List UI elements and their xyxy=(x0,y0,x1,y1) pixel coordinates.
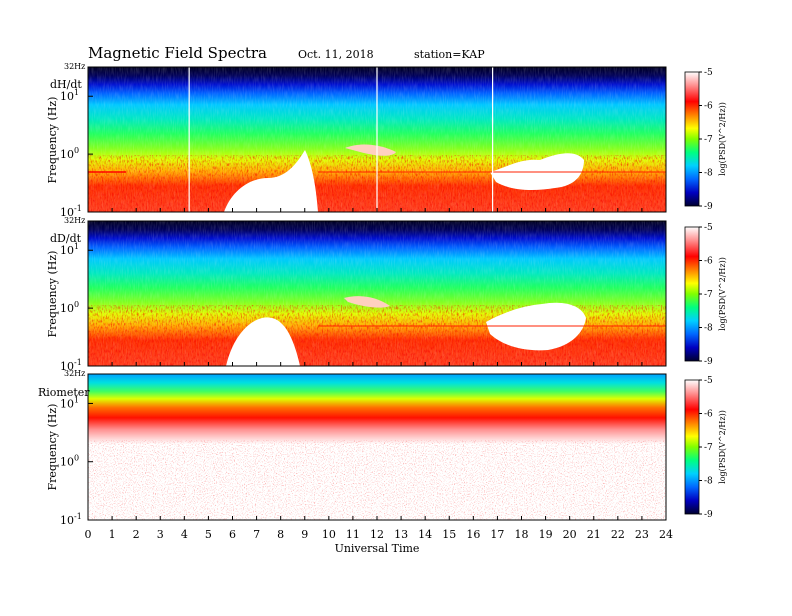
panel-label: dD/dt xyxy=(50,232,82,245)
x-tick-label: 7 xyxy=(253,528,260,541)
x-tick-label: 21 xyxy=(587,528,601,541)
colorbar: -5 -6 -7 -8 -9 log(PSD(V^2/Hz)) xyxy=(684,68,727,212)
y-tick-label: 101 xyxy=(60,242,79,257)
y-tick-label: 100 xyxy=(60,300,79,315)
x-tick-label: 15 xyxy=(442,528,456,541)
y-tick-label: 10-1 xyxy=(60,204,82,219)
colorbar-tick-label: -5 xyxy=(704,376,713,386)
colorbar-tick-label: -9 xyxy=(704,510,713,520)
x-tick-label: 2 xyxy=(133,528,140,541)
colorbar-tick-label: -7 xyxy=(704,135,713,145)
x-tick-label: 10 xyxy=(322,528,336,541)
x-axis-label: Universal Time xyxy=(335,542,420,555)
panel-label: dH/dt xyxy=(50,78,82,91)
colorbar: -5 -6 -7 -8 -9 log(PSD(V^2/Hz)) xyxy=(684,376,727,520)
spectrogram-riometer xyxy=(88,374,666,520)
x-tick-label: 6 xyxy=(229,528,236,541)
y-tick-label: 101 xyxy=(60,395,79,410)
x-tick-label: 19 xyxy=(539,528,553,541)
colorbar-tick-label: -5 xyxy=(704,68,713,78)
x-tick-label: 13 xyxy=(394,528,408,541)
colorbar-tick-label: -5 xyxy=(704,223,713,233)
colorbar-tick-label: -9 xyxy=(704,202,713,212)
panel-label: Riometer xyxy=(38,386,90,399)
colorbar-scale xyxy=(684,71,700,207)
panel-riometer: 32Hz Riometer Frequency (Hz) 10110010-1 … xyxy=(38,369,673,555)
x-tick-label: 11 xyxy=(346,528,360,541)
x-tick-label: 4 xyxy=(181,528,188,541)
colorbar: -5 -6 -7 -8 -9 log(PSD(V^2/Hz)) xyxy=(684,223,727,367)
colorbar-label: log(PSD(V^2/Hz)) xyxy=(718,410,727,484)
colorbar-label: log(PSD(V^2/Hz)) xyxy=(718,102,727,176)
top-freq-label: 32Hz xyxy=(64,369,85,378)
panel-dd-dt: 32Hz dD/dt Frequency (Hz) 101 100 10-1 xyxy=(46,216,667,373)
x-tick-label: 5 xyxy=(205,528,212,541)
y-tick-label: 100 xyxy=(60,454,79,469)
colorbar-tick-label: -6 xyxy=(704,257,713,267)
panel-dh-dt: 32Hz dH/dt Frequency (Hz) 101 100 10-1 xyxy=(46,62,667,219)
figure-title: Magnetic Field Spectra xyxy=(88,44,267,62)
y-tick-label: 10-1 xyxy=(60,358,82,373)
colorbar-tick-label: -9 xyxy=(704,357,713,367)
colorbar-tick-label: -6 xyxy=(704,102,713,112)
x-tick-label: 8 xyxy=(277,528,284,541)
x-tick-label: 22 xyxy=(611,528,625,541)
colorbar-scale xyxy=(684,226,700,362)
colorbar-label: log(PSD(V^2/Hz)) xyxy=(718,257,727,331)
colorbar-tick-label: -8 xyxy=(704,169,713,179)
x-tick-label: 14 xyxy=(418,528,432,541)
x-tick-label: 12 xyxy=(370,528,384,541)
colorbar-tick-label: -7 xyxy=(704,443,713,453)
y-tick-label: 10-1 xyxy=(60,512,82,527)
x-tick-label: 16 xyxy=(466,528,480,541)
colorbar-tick-label: -6 xyxy=(704,410,713,420)
station-label: station=KAP xyxy=(414,48,485,61)
y-axis-label: Frequency (Hz) xyxy=(46,404,59,491)
colorbar-tick-label: -7 xyxy=(704,290,713,300)
x-tick-label: 23 xyxy=(635,528,649,541)
x-tick-label: 9 xyxy=(301,528,308,541)
colorbar-scale xyxy=(684,379,700,515)
colorbar-tick-label: -8 xyxy=(704,477,713,487)
x-tick-label: 3 xyxy=(157,528,164,541)
x-tick-label: 0 xyxy=(85,528,92,541)
top-freq-label: 32Hz xyxy=(64,62,85,71)
top-freq-label: 32Hz xyxy=(64,216,85,225)
x-tick-label: 18 xyxy=(515,528,529,541)
y-axis-label: Frequency (Hz) xyxy=(46,97,59,184)
date-label: Oct. 11, 2018 xyxy=(298,48,374,61)
x-tick-label: 17 xyxy=(490,528,504,541)
y-tick-label: 100 xyxy=(60,146,79,161)
y-axis-label: Frequency (Hz) xyxy=(46,251,59,338)
x-tick-label: 24 xyxy=(659,528,673,541)
x-tick-label: 20 xyxy=(563,528,577,541)
colorbar-tick-label: -8 xyxy=(704,324,713,334)
y-tick-label: 101 xyxy=(60,88,79,103)
spectrogram-dd-dt xyxy=(88,221,666,366)
x-tick-label: 1 xyxy=(109,528,116,541)
